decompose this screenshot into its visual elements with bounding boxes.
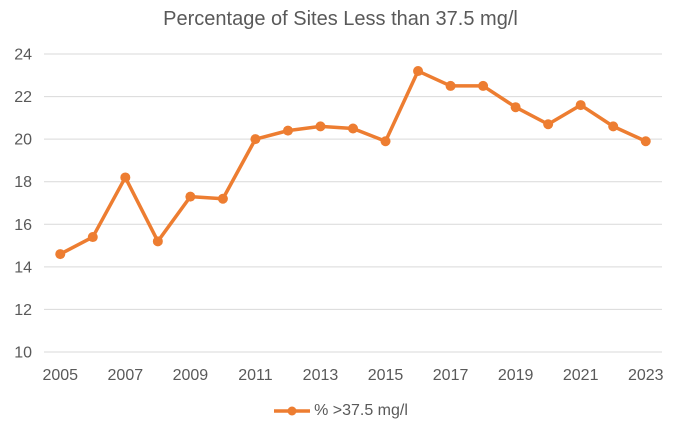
y-axis-tick-label: 22 (14, 89, 32, 106)
x-axis-tick-label: 2015 (368, 367, 404, 384)
x-axis-tick-label: 2021 (563, 367, 599, 384)
y-axis-tick-label: 10 (14, 345, 32, 362)
x-axis-tick-label: 2023 (628, 367, 664, 384)
x-axis-tick-label: 2017 (433, 367, 469, 384)
y-axis-tick-label: 14 (14, 259, 32, 276)
y-axis-tick-label: 16 (14, 217, 32, 234)
data-point-marker (217, 193, 228, 204)
y-axis-tick-label: 20 (14, 132, 32, 149)
data-point-marker (608, 121, 619, 132)
data-point-marker (282, 125, 293, 136)
data-point-marker (87, 232, 98, 243)
data-point-marker (445, 80, 456, 91)
data-point-marker (543, 119, 554, 130)
x-axis-tick-label: 2009 (173, 367, 209, 384)
legend-line-marker-icon (274, 406, 311, 416)
x-axis-tick-label: 2005 (42, 367, 78, 384)
data-point-marker (575, 100, 586, 111)
data-point-marker (152, 236, 163, 247)
data-point-marker (250, 134, 261, 145)
data-point-marker (120, 172, 131, 183)
y-axis-tick-label: 12 (14, 302, 32, 319)
data-point-marker (413, 66, 424, 77)
data-series-line (58, 69, 648, 256)
y-axis-tick-label: 24 (14, 47, 32, 64)
data-point-marker (380, 136, 391, 147)
data-point-marker (478, 80, 489, 91)
legend-label: % >37.5 mg/l (314, 402, 408, 419)
data-point-marker (640, 136, 651, 147)
data-point-marker (55, 249, 66, 260)
x-axis-tick-label: 2011 (238, 367, 273, 384)
x-axis-tick-label: 2019 (498, 367, 534, 384)
chart-title: Percentage of Sites Less than 37.5 mg/l (163, 8, 518, 30)
legend: % >37.5 mg/l (0, 399, 681, 423)
x-axis-tick-label: 2013 (303, 367, 339, 384)
data-point-marker (315, 121, 326, 132)
data-point-marker (510, 102, 521, 113)
y-axis-tick-label: 18 (14, 174, 32, 191)
legend-marker-dot (287, 406, 297, 416)
x-axis-tick-label: 2007 (108, 367, 144, 384)
data-point-marker (348, 123, 358, 134)
data-point-marker (185, 191, 196, 202)
